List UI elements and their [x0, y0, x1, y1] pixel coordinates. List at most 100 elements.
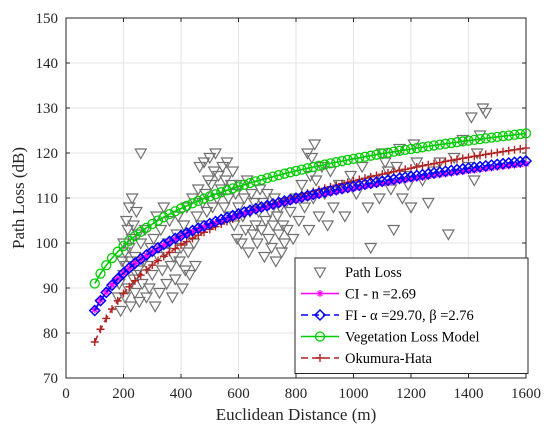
circle-marker	[440, 138, 451, 149]
data-point	[147, 233, 161, 246]
triangle-marker	[122, 242, 136, 255]
data-point	[217, 202, 231, 214]
data-point	[90, 338, 99, 346]
data-point	[197, 157, 211, 169]
circle-marker	[239, 179, 250, 190]
data-point	[243, 204, 257, 217]
triangle-marker	[197, 157, 211, 169]
asterisk-marker	[143, 251, 150, 259]
asterisk-marker	[384, 179, 392, 187]
x-tick-label: 0	[62, 386, 70, 402]
data-point	[423, 141, 434, 152]
data-point	[436, 171, 444, 179]
y-tick-label: 120	[36, 146, 59, 162]
data-point	[292, 196, 300, 204]
diamond-marker	[485, 159, 498, 172]
data-point	[177, 233, 185, 241]
asterisk-marker	[511, 161, 518, 169]
diamond-marker	[462, 162, 475, 175]
diamond-marker	[111, 272, 124, 285]
series-okumura-hata	[90, 144, 530, 346]
circle-marker	[313, 160, 325, 171]
asterisk-marker	[390, 178, 398, 186]
plus-marker	[177, 241, 185, 250]
data-point	[163, 235, 176, 248]
data-point	[307, 188, 320, 201]
data-point	[175, 203, 187, 214]
triangle-marker	[479, 107, 493, 120]
data-point	[134, 148, 148, 160]
data-point	[278, 195, 291, 208]
data-point	[226, 209, 239, 222]
data-point	[148, 301, 162, 313]
triangle-marker	[323, 166, 338, 178]
data-point	[169, 232, 182, 245]
triangle-marker	[217, 202, 231, 214]
diamond-marker	[278, 195, 291, 208]
data-point	[396, 177, 403, 185]
data-point	[181, 200, 192, 211]
data-point	[197, 219, 211, 232]
data-point	[279, 168, 290, 179]
asterisk-marker	[194, 225, 202, 233]
data-point	[132, 296, 146, 309]
data-point	[361, 202, 375, 214]
legend-label: CI - n =2.69	[345, 287, 416, 303]
diamond-marker	[491, 158, 504, 171]
circle-marker	[474, 133, 486, 145]
triangle-marker	[387, 224, 401, 237]
data-point	[354, 152, 365, 163]
data-point	[125, 282, 134, 291]
asterisk-marker	[413, 174, 421, 182]
data-point	[355, 184, 363, 192]
circle-marker	[285, 167, 296, 178]
data-point	[298, 202, 312, 214]
diamond-marker	[318, 185, 331, 199]
data-point	[160, 278, 174, 291]
triangle-marker	[313, 267, 327, 279]
triangle-marker	[111, 292, 125, 304]
circle-marker	[354, 152, 365, 163]
data-point	[229, 213, 237, 221]
legend-marker	[313, 308, 327, 322]
y-tick-label: 80	[43, 326, 58, 342]
diamond-marker	[100, 286, 113, 299]
data-point	[486, 132, 497, 143]
data-point	[519, 154, 533, 168]
data-point	[256, 174, 267, 185]
asterisk-marker	[298, 195, 306, 203]
data-point	[348, 153, 359, 165]
circle-marker	[365, 150, 376, 161]
circle-marker	[377, 148, 388, 159]
asterisk-marker	[493, 163, 501, 171]
plus-marker	[96, 325, 105, 334]
data-point	[119, 289, 128, 298]
triangle-marker	[404, 202, 418, 214]
triangle-marker	[200, 206, 214, 219]
series-fi-29-70-2-76	[88, 154, 533, 317]
circle-marker	[319, 159, 330, 170]
data-point	[479, 107, 493, 120]
asterisk-marker	[286, 198, 294, 206]
data-point	[165, 248, 174, 257]
data-point	[286, 233, 300, 246]
triangle-marker	[142, 283, 156, 295]
data-point	[131, 229, 145, 241]
data-point	[514, 155, 527, 168]
triangle-marker	[372, 193, 386, 205]
data-point	[177, 241, 185, 250]
circle-marker	[451, 137, 463, 148]
triangle-marker	[203, 152, 217, 165]
data-point	[470, 152, 479, 161]
data-point	[405, 143, 417, 155]
data-point	[180, 227, 193, 240]
data-point	[125, 193, 139, 205]
triangle-marker	[305, 152, 319, 165]
data-point	[171, 244, 180, 253]
circle-marker	[405, 143, 417, 155]
asterisk-marker	[482, 165, 490, 173]
data-point	[387, 224, 401, 237]
asterisk-marker	[453, 168, 461, 176]
circle-marker	[221, 185, 233, 196]
data-point	[453, 155, 461, 164]
